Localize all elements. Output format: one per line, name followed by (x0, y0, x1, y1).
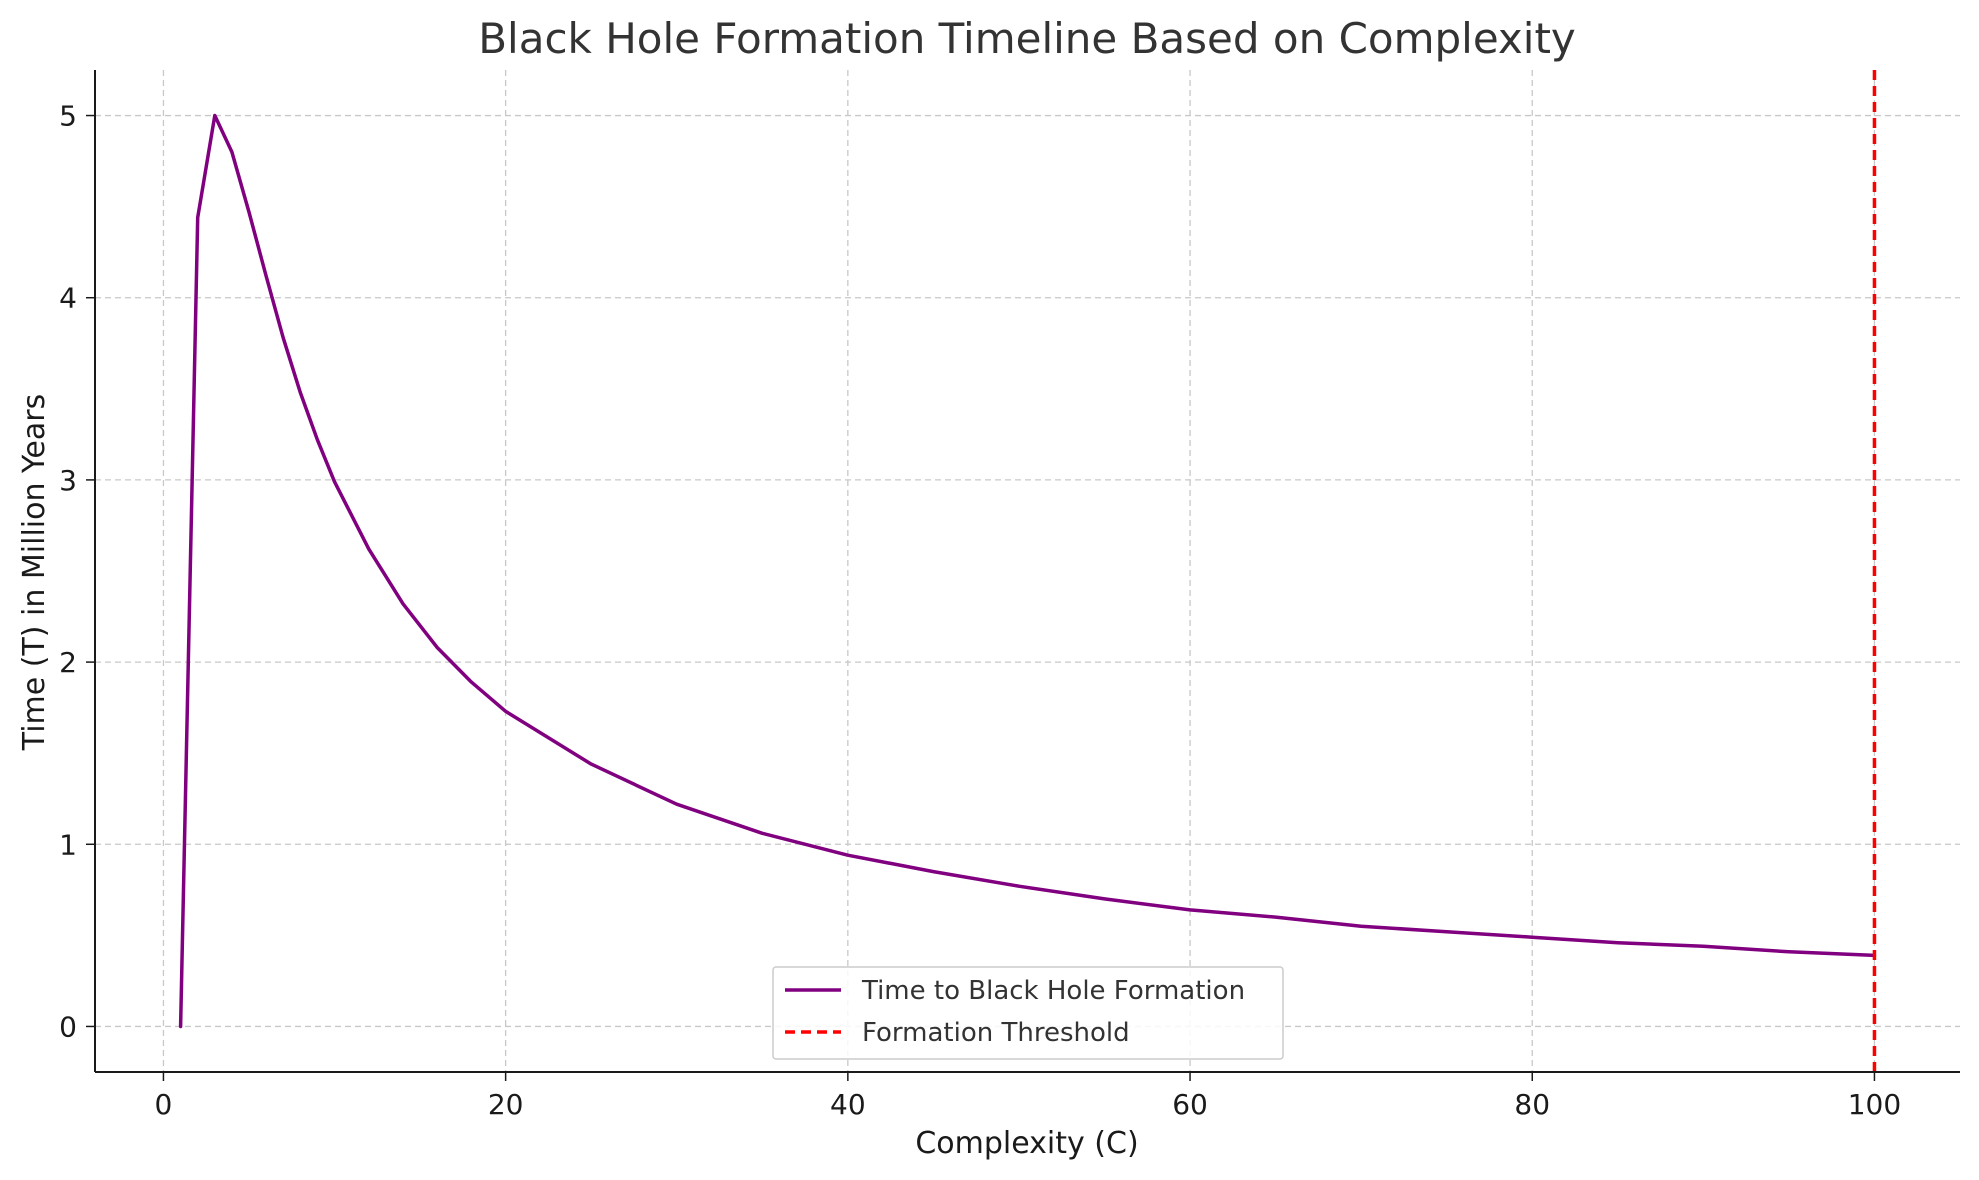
axes-layer (94, 70, 1960, 1073)
y-tick-label: 3 (59, 464, 77, 497)
legend-box (772, 966, 1284, 1060)
x-tick-label: 100 (1848, 1088, 1901, 1121)
x-tick-label: 60 (1172, 1088, 1208, 1121)
chart-title: Black Hole Formation Timeline Based on C… (478, 14, 1576, 63)
legend: Time to Black Hole Formation Formation T… (772, 966, 1284, 1060)
y-tick-label: 5 (59, 100, 77, 133)
series-layer (178, 70, 1877, 1072)
ticks-layer: 0 20 40 60 80 100 0 1 2 3 4 5 (59, 100, 1901, 1121)
x-tick-label: 80 (1514, 1088, 1550, 1121)
x-tick-label: 20 (488, 1088, 524, 1121)
y-tick-label: 0 (59, 1010, 77, 1043)
x-tick-label: 40 (830, 1088, 866, 1121)
x-axis-label: Complexity (C) (915, 1126, 1138, 1161)
legend-label-formation-time: Time to Black Hole Formation (861, 976, 1245, 1006)
series-line-formation-time (178, 113, 1877, 1029)
y-tick-label: 4 (59, 282, 77, 315)
x-tick-label: 0 (155, 1088, 173, 1121)
y-tick-label: 1 (59, 828, 77, 861)
legend-label-formation-threshold: Formation Threshold (862, 1018, 1130, 1048)
y-axis-label: Time (T) in Million Years (17, 394, 52, 751)
grid-layer (95, 70, 1960, 1072)
y-tick-label: 2 (59, 646, 77, 679)
